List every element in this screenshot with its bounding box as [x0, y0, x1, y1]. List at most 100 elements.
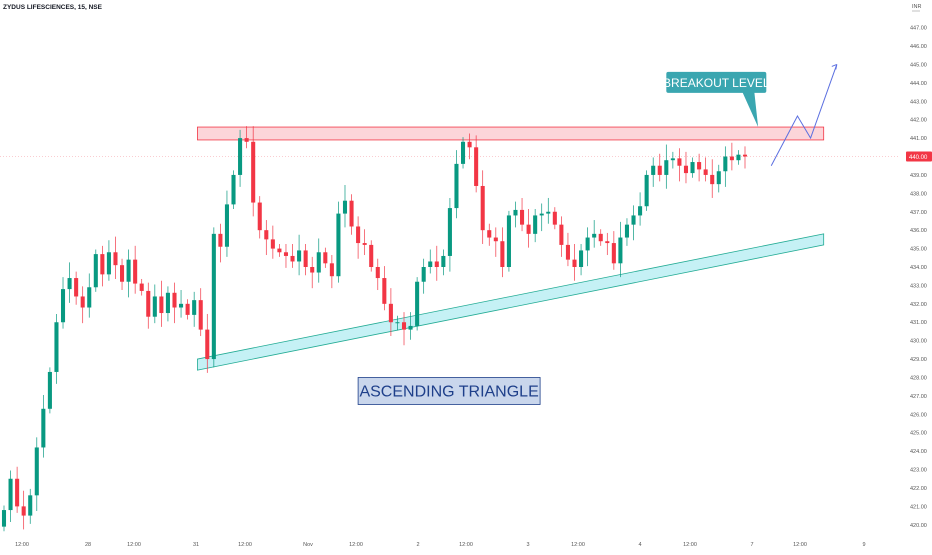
y-tick-label: 431.00 — [910, 320, 927, 326]
candle — [198, 288, 203, 337]
x-tick-label: 12:00 — [793, 542, 807, 548]
candle-body — [323, 252, 328, 264]
x-tick-label: 9 — [862, 542, 865, 548]
candle — [710, 159, 715, 198]
candle — [290, 243, 295, 268]
candle — [723, 146, 728, 187]
candle-body — [87, 287, 92, 308]
candle-body — [533, 215, 538, 234]
candle — [592, 220, 597, 248]
candle — [310, 256, 315, 289]
candle — [434, 245, 439, 281]
candle — [369, 240, 374, 272]
candle — [34, 437, 39, 511]
candle — [224, 190, 229, 257]
candle — [585, 227, 590, 267]
candle — [93, 249, 98, 292]
candle — [165, 286, 170, 322]
candle-body — [434, 261, 439, 267]
candle-body — [74, 278, 79, 297]
x-tick-label: 31 — [193, 542, 199, 548]
y-tick-label: 437.00 — [910, 210, 927, 216]
candle — [382, 266, 387, 311]
candle — [618, 221, 623, 278]
candle-body — [375, 267, 380, 279]
y-tick-label: 423.00 — [910, 468, 927, 474]
candle-body — [336, 213, 341, 277]
candle-body — [126, 259, 131, 282]
y-tick-label: 442.00 — [910, 118, 927, 124]
candle — [1, 505, 7, 532]
candle — [690, 157, 695, 178]
y-tick-label: 444.00 — [910, 81, 927, 87]
candle-body — [513, 209, 518, 216]
candle — [146, 282, 151, 329]
x-tick-label: 12:00 — [459, 542, 473, 548]
candle — [342, 185, 348, 228]
candle — [251, 126, 256, 217]
candle — [211, 227, 216, 368]
candle — [683, 151, 689, 184]
candle-body — [244, 138, 249, 142]
candle — [539, 203, 544, 232]
price-axis[interactable]: INR 420.00 421.00 422.00 423.00 424.00 425.00 4… — [906, 4, 932, 529]
candle — [729, 142, 734, 171]
candle-body — [310, 267, 315, 273]
candle — [520, 197, 525, 232]
candle-body — [100, 254, 105, 275]
candle-body — [67, 278, 72, 290]
candle — [238, 129, 243, 187]
candle — [41, 394, 46, 458]
candle-body — [401, 322, 407, 330]
candle-body — [487, 230, 492, 238]
candle — [572, 243, 577, 281]
candle — [126, 249, 131, 298]
candle — [120, 258, 125, 291]
candle — [303, 243, 308, 276]
candle — [323, 247, 328, 268]
candle — [565, 232, 570, 267]
candle-body — [415, 281, 420, 326]
candle — [677, 148, 682, 182]
candle-body — [447, 208, 452, 256]
candle-body — [362, 243, 367, 245]
candle-body — [651, 165, 656, 175]
candle — [297, 234, 302, 276]
candle — [87, 273, 92, 318]
candle — [644, 170, 649, 211]
candle-body — [526, 224, 531, 234]
candle-body — [520, 209, 525, 225]
candle — [60, 277, 66, 329]
y-tick-label: 433.00 — [910, 283, 927, 289]
candle-body — [677, 158, 682, 166]
candle — [651, 157, 656, 187]
breakout-callout: BREAKOUT LEVEL — [663, 71, 770, 128]
candle-body — [28, 495, 33, 516]
candle-body — [382, 278, 387, 304]
candle-body — [421, 267, 426, 282]
candle-body — [270, 239, 275, 249]
candle-body — [8, 478, 13, 511]
time-axis[interactable]: 12:00 28 12:00 31 12:00 Nov 12:00 2 12:00 3 12:00 4… — [15, 542, 865, 548]
x-tick-label: 12:00 — [683, 542, 697, 548]
candle — [283, 243, 289, 268]
candle — [598, 229, 603, 246]
candle-body — [283, 252, 289, 256]
candle — [559, 216, 564, 257]
candle-body — [638, 206, 643, 216]
x-tick-label: 28 — [85, 542, 91, 548]
last-price-badge — [906, 151, 932, 162]
candle — [388, 288, 393, 337]
candle — [192, 291, 197, 327]
candle — [270, 225, 275, 259]
candle — [579, 243, 584, 276]
candle-body — [624, 224, 629, 238]
y-tick-label: 436.00 — [910, 228, 927, 234]
candle-body — [539, 213, 544, 216]
candle-body — [546, 211, 551, 214]
y-tick-label: 421.00 — [910, 504, 927, 510]
candle — [80, 286, 85, 324]
candle — [611, 231, 616, 270]
